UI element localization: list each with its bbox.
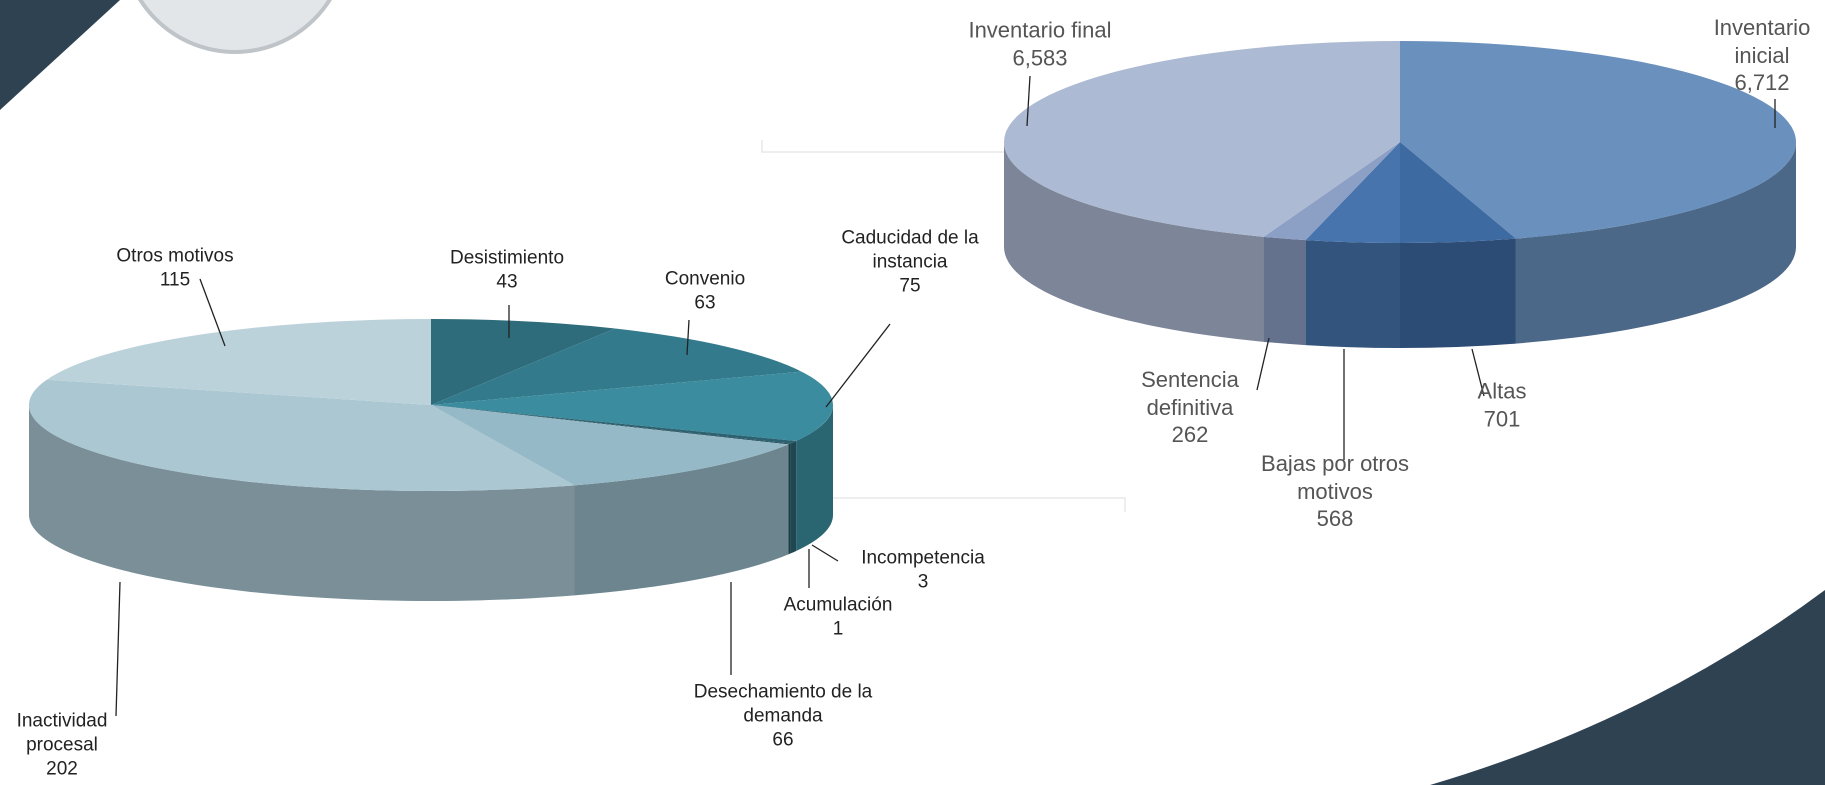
pie-side — [1305, 240, 1400, 348]
leader-line — [1026, 75, 1031, 127]
pie-side — [1400, 238, 1516, 348]
data-label: Incompetencia 3 — [848, 546, 998, 594]
data-label: Inactividad procesal 202 — [6, 709, 118, 780]
data-label: Desistimiento 43 — [432, 246, 582, 294]
label-value: 202 — [46, 757, 78, 779]
frame-line — [761, 140, 1005, 153]
label-value: 701 — [1483, 406, 1521, 431]
label-name: Incompetencia — [861, 547, 985, 569]
label-value: 6,712 — [1734, 69, 1790, 95]
data-label: Altas 701 — [1462, 378, 1542, 433]
label-value: 75 — [899, 274, 921, 296]
label-name: Inactividad procesal — [16, 710, 108, 756]
pie-slice — [46, 319, 432, 405]
label-name: Altas — [1477, 378, 1527, 404]
label-value: 262 — [1171, 421, 1209, 447]
pie-side — [29, 405, 575, 602]
label-name: Sentencia definitiva — [1141, 366, 1239, 420]
label-name: Acumulación — [783, 594, 893, 616]
pie-slice — [431, 405, 797, 444]
data-label: Otros motivos 115 — [100, 244, 250, 292]
pie-slice — [1263, 142, 1400, 241]
label-name: Desistimiento — [449, 247, 565, 269]
label-value: 3 — [917, 571, 929, 592]
leader-line — [115, 581, 121, 717]
pie-slice — [1305, 142, 1400, 243]
pie-slice — [431, 405, 789, 486]
label-value: 115 — [159, 269, 191, 290]
label-name: Bajas por otros motivos — [1261, 450, 1409, 504]
pie-side — [574, 444, 789, 596]
label-name: Convenio — [664, 268, 746, 290]
corner-decoration — [1430, 590, 1825, 785]
pie-side — [796, 405, 833, 551]
pie-side — [1004, 142, 1264, 342]
data-label: Acumulación 1 — [773, 593, 903, 641]
data-label: Desechamiento de la demanda 66 — [688, 680, 878, 751]
pie-side — [1263, 236, 1306, 346]
label-value: 63 — [694, 292, 716, 313]
data-label: Inventario final 6,583 — [945, 17, 1135, 72]
leader-line — [199, 278, 226, 347]
label-value: 1 — [832, 618, 844, 639]
data-label: Convenio 63 — [645, 267, 765, 315]
label-value: 43 — [496, 271, 518, 292]
leader-line — [686, 319, 690, 356]
frame-line — [830, 497, 1126, 512]
label-value: 66 — [772, 728, 794, 750]
label-name: Inventario final — [968, 17, 1112, 43]
leader-line — [1471, 348, 1485, 397]
pie-slice — [1004, 41, 1400, 237]
data-label: Caducidad de la instancia 75 — [835, 226, 985, 297]
pie-side — [1515, 142, 1796, 344]
data-label: Bajas por otros motivos 568 — [1240, 450, 1430, 533]
data-label: Sentencia definitiva 262 — [1120, 366, 1260, 449]
pie-side — [788, 443, 791, 555]
data-label: Inventario inicial 6,712 — [1702, 14, 1822, 97]
pie-slice — [29, 379, 575, 491]
pie-slice — [431, 319, 616, 405]
pie-slice — [431, 371, 834, 441]
label-name: Inventario inicial — [1713, 14, 1811, 68]
logo — [138, 0, 332, 54]
pie-slice — [1400, 41, 1796, 239]
pie-side — [790, 440, 797, 554]
corner-decoration — [0, 0, 120, 110]
pie-slice — [1400, 142, 1516, 243]
label-name: Desechamiento de la demanda — [693, 681, 873, 727]
pie-slice — [431, 328, 802, 405]
label-value: 568 — [1316, 505, 1354, 531]
label-value: 6,583 — [1012, 45, 1068, 70]
leader-line — [1256, 337, 1270, 391]
leader-line — [825, 323, 891, 408]
label-name: Otros motivos — [116, 245, 234, 267]
pie-slice — [431, 405, 791, 445]
label-name: Caducidad de la instancia — [841, 227, 979, 273]
leader-line — [811, 544, 839, 562]
